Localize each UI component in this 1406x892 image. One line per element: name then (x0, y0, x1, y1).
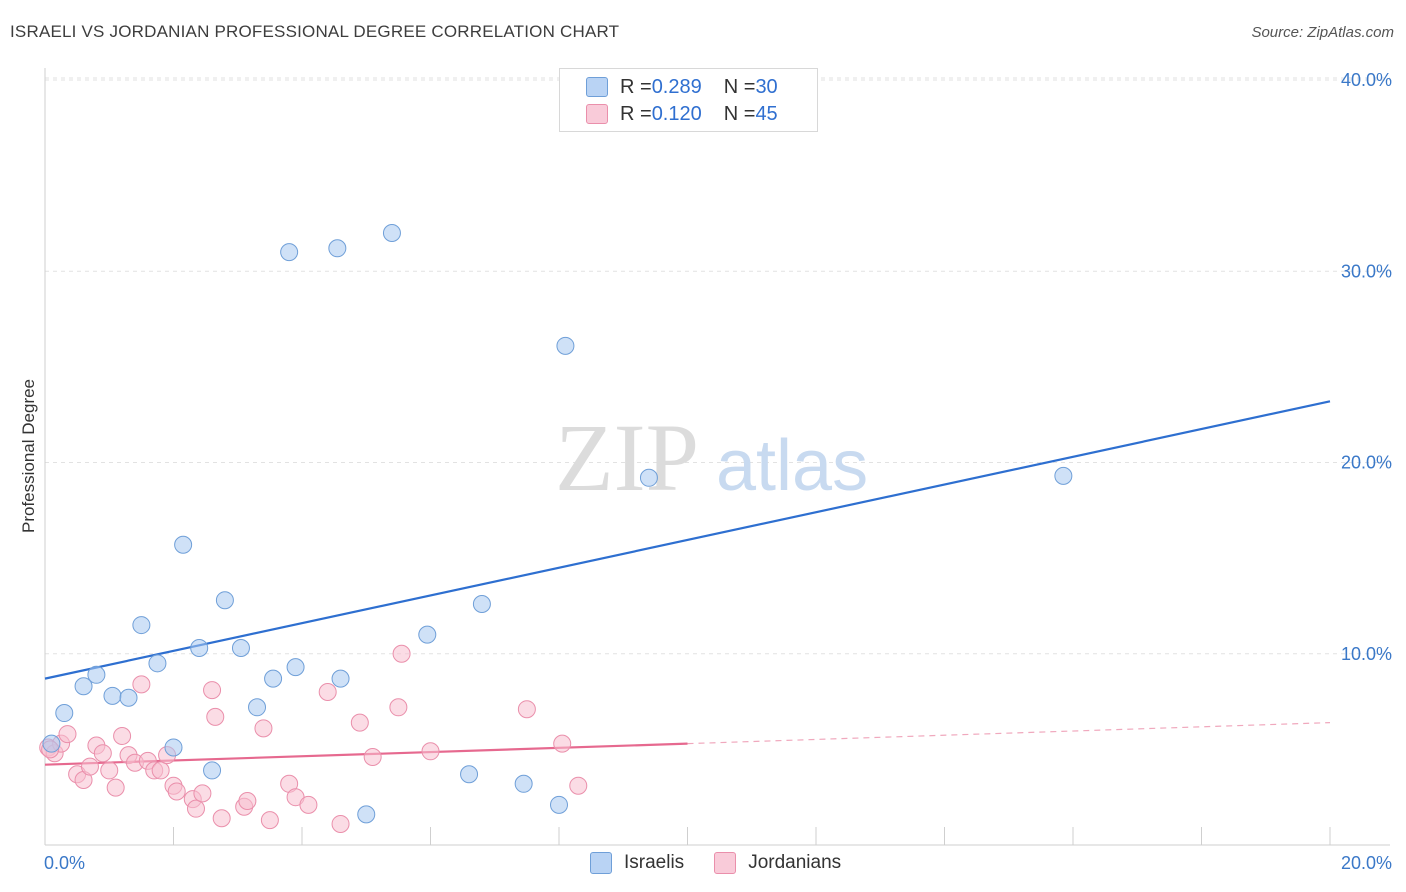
data-point (42, 734, 61, 753)
data-point (248, 698, 267, 717)
data-point (418, 625, 437, 644)
series-legend-israelis: Israelis (590, 852, 684, 874)
data-point (203, 681, 222, 700)
data-point (280, 243, 299, 262)
x-axis (44, 68, 1390, 846)
legend-n-label: N = (723, 102, 756, 125)
legend-n-label: N = (723, 75, 756, 98)
legend-n-value: 30 (755, 75, 778, 98)
legend-row-jordanians: R = 0.120 N = 45 (586, 102, 778, 126)
data-point (132, 675, 151, 694)
x-tick-label: 0.0% (44, 853, 85, 873)
data-point (174, 535, 193, 554)
data-point (318, 683, 337, 701)
data-point (517, 700, 536, 719)
trend-line-extension (687, 722, 1331, 745)
data-point (74, 677, 93, 696)
data-point (357, 805, 376, 824)
data-point (254, 719, 273, 738)
data-point (382, 224, 401, 242)
data-point (164, 738, 183, 757)
data-point (167, 782, 186, 801)
data-point (331, 669, 350, 688)
data-point (569, 776, 588, 795)
data-point (93, 744, 112, 763)
watermark-zip: ZIP (555, 404, 699, 511)
series-label-israelis: Israelis (624, 852, 685, 873)
legend-row-israelis: R = 0.289 N = 30 (586, 75, 778, 99)
data-point (186, 799, 205, 818)
chart-title: ISRAELI VS JORDANIAN PROFESSIONAL DEGREE… (10, 22, 620, 41)
data-point (103, 686, 122, 705)
legend-r-value: 0.120 (651, 102, 702, 125)
y-tick-label: 40.0% (1341, 70, 1392, 90)
y-tick-label: 20.0% (1341, 453, 1392, 473)
watermark: ZIP atlas (555, 404, 868, 511)
data-point (550, 795, 568, 814)
data-point (363, 748, 382, 767)
data-point (392, 644, 411, 663)
legend-n-value: 45 (755, 102, 778, 125)
data-point (87, 665, 106, 684)
data-point (472, 595, 491, 614)
data-point (203, 761, 222, 780)
grid-lines (45, 77, 1390, 655)
data-point (1054, 466, 1073, 485)
data-points (39, 224, 1073, 833)
series-legend-jordanians: Jordanians (714, 852, 841, 874)
trend-line (44, 400, 1331, 680)
data-point (264, 669, 283, 688)
series-legend: Israelis Jordanians (590, 852, 871, 874)
data-point (514, 774, 533, 793)
data-point (421, 742, 440, 761)
data-point (350, 713, 369, 732)
data-point (100, 761, 119, 780)
data-point (260, 811, 279, 830)
legend: R = 0.289 N = 30 R = 0.120 N = 45 (559, 68, 818, 132)
data-point (58, 725, 77, 744)
data-point (553, 734, 572, 753)
data-point (299, 795, 318, 814)
legend-swatch-israelis (586, 77, 608, 97)
data-point (151, 761, 170, 780)
data-point (212, 809, 231, 828)
data-point (132, 616, 151, 635)
series-label-jordanians: Jordanians (748, 852, 842, 873)
legend-r-label: R = (620, 102, 652, 125)
legend-r-value: 0.289 (651, 75, 702, 98)
data-point (556, 336, 575, 355)
data-point (206, 707, 225, 726)
data-point (148, 654, 167, 673)
data-point (389, 698, 408, 717)
data-point (55, 704, 74, 723)
tick-labels: 10.0% 20.0% 30.0% 40.0% 0.0% 20.0% (44, 70, 1392, 873)
data-point (639, 468, 658, 487)
legend-r-label: R = (620, 75, 652, 98)
y-tick-label: 30.0% (1341, 261, 1392, 281)
data-point (80, 757, 99, 776)
data-point (460, 765, 479, 784)
x-tick-label: 20.0% (1341, 853, 1392, 873)
source-credit: Source: ZipAtlas.com (1251, 24, 1394, 41)
data-point (113, 726, 132, 745)
legend-swatch-jordanians (586, 104, 608, 124)
data-point (119, 688, 138, 707)
series-swatch-israelis (590, 852, 612, 874)
data-point (328, 239, 347, 258)
watermark-atlas: atlas (716, 426, 868, 506)
series-swatch-jordanians (714, 852, 737, 874)
data-point (193, 784, 212, 803)
data-point (331, 814, 350, 833)
y-axis-title: Professional Degree (19, 379, 38, 533)
data-point (190, 639, 209, 658)
data-point (215, 591, 234, 610)
data-point (238, 792, 257, 811)
data-point (286, 658, 305, 677)
y-tick-label: 10.0% (1341, 644, 1392, 664)
data-point (106, 778, 125, 797)
data-point (231, 639, 250, 658)
